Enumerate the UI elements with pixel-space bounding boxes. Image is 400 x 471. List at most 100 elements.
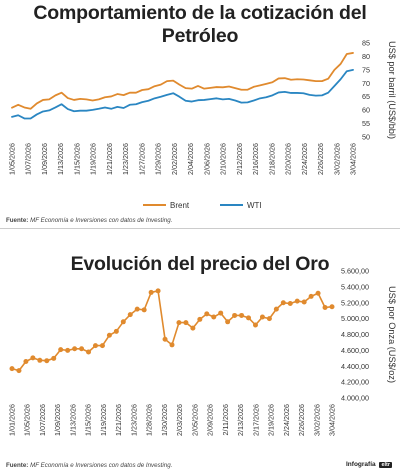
x-tick-label: 1/01/2026: [8, 404, 17, 436]
data-point: [176, 320, 182, 326]
data-point: [155, 288, 161, 294]
data-point: [23, 358, 29, 364]
data-point: [113, 328, 119, 334]
data-point: [322, 305, 328, 311]
oil-chart-title: Comportamiento de la cotización del Petr…: [33, 2, 367, 47]
x-tick-label: 2/24/2026: [282, 404, 291, 436]
data-point: [51, 355, 57, 361]
y-tick-label: 5.400,00: [341, 282, 369, 291]
data-point: [16, 368, 22, 374]
y-tick-label: 5.200,00: [341, 298, 369, 307]
x-tick-label: 2/24/2026: [300, 143, 309, 175]
data-point: [9, 366, 15, 372]
x-tick-label: 1/19/2026: [99, 404, 108, 436]
publisher-logo: eltr: [379, 462, 392, 468]
data-point: [301, 299, 307, 305]
x-tick-label: 2/02/2026: [170, 143, 179, 175]
x-tick-label: 3/04/2026: [328, 404, 337, 436]
y-tick-label: 55: [362, 119, 370, 128]
data-point: [58, 347, 64, 353]
x-tick-label: 1/07/2026: [38, 404, 47, 436]
x-tick-label: 1/29/2026: [154, 143, 163, 175]
y-tick-label: 4.200,00: [341, 378, 369, 387]
y-tick-label: 80: [362, 52, 370, 61]
x-tick-label: 3/04/2026: [349, 143, 358, 175]
x-tick-label: 2/11/2026: [221, 404, 230, 435]
oil-chart-svg: 50 55 60 65 70 75 80 85 US$ por barril (US$/bbl)…: [8, 39, 398, 211]
data-point: [225, 319, 231, 325]
x-tick-label: 2/16/2026: [251, 143, 260, 175]
credit-text: Infografía: [346, 461, 376, 468]
y-tick-label: 5.000,00: [341, 314, 369, 323]
data-point: [169, 342, 175, 348]
x-tick-label: 1/09/2026: [53, 404, 62, 436]
data-point: [266, 316, 272, 322]
x-tick-label: 1/21/2026: [114, 404, 123, 436]
section-divider: [0, 228, 400, 229]
data-point: [280, 300, 286, 306]
y-tick-label: 65: [362, 92, 370, 101]
x-tick-label: 3/02/2026: [332, 143, 341, 175]
data-point: [211, 314, 217, 320]
data-point: [134, 306, 140, 312]
data-point: [127, 312, 133, 318]
data-point: [246, 315, 252, 321]
data-point: [218, 310, 224, 316]
data-point: [37, 357, 43, 363]
gold-source-label: Fuente:: [6, 462, 29, 469]
data-point: [259, 314, 265, 320]
y-tick-label: 60: [362, 106, 370, 115]
oil-chart-source: Fuente: MF Economía e Inversiones con da…: [6, 217, 172, 224]
y-tick-label: 70: [362, 79, 370, 88]
y-tick-label: 4.400,00: [341, 362, 369, 371]
y-axis-label: US$ por barril (US$/bbl): [387, 41, 397, 139]
x-tick-label: 2/03/2026: [175, 404, 184, 436]
x-tick-label: 1/30/2026: [160, 404, 169, 436]
y-tick-label: 4.800,00: [341, 330, 369, 339]
gold-chart-title: Evolución del precio del Oro: [70, 253, 330, 275]
legend-label-wti: WTI: [247, 201, 262, 210]
oil-source-text: MF Economía e Inversiones con datos de I…: [30, 217, 173, 224]
data-point: [252, 322, 258, 328]
data-point: [120, 319, 126, 325]
y-tick-label: 85: [362, 39, 370, 48]
data-point: [141, 307, 147, 313]
x-tick-label: 2/09/2026: [206, 404, 215, 436]
x-tick-label: 1/15/2026: [84, 404, 93, 436]
y-tick-label: 50: [362, 133, 370, 142]
infografia-credit: Infografía eltr: [346, 461, 392, 468]
x-tick-label: 2/13/2026: [236, 404, 245, 436]
data-point: [148, 289, 154, 295]
data-point: [92, 343, 98, 349]
x-tick-label: 2/18/2026: [267, 143, 276, 175]
legend-label-brent: Brent: [170, 201, 190, 210]
data-point: [162, 336, 168, 342]
data-point: [72, 346, 78, 352]
x-tick-label: 2/19/2026: [267, 404, 276, 436]
x-tick-label: 1/23/2026: [129, 404, 138, 436]
data-point: [30, 355, 36, 361]
series-line-wti: [11, 68, 354, 120]
y-axis-label: US$ por Onza (US$/oz): [387, 286, 397, 383]
data-point: [99, 343, 105, 349]
x-tick-label: 1/05/2026: [23, 404, 32, 436]
x-tick-label: 2/04/2026: [186, 143, 195, 175]
data-point: [44, 358, 50, 364]
x-tick-label: 2/05/2026: [190, 404, 199, 436]
data-point: [204, 311, 210, 317]
data-point: [86, 349, 92, 355]
y-tick-label: 5.600,00: [341, 267, 369, 276]
data-point: [232, 312, 238, 318]
x-tick-label: 1/09/2026: [40, 143, 49, 175]
data-point: [308, 293, 314, 299]
x-tick-label: 2/17/2026: [251, 404, 260, 436]
y-tick-label: 75: [362, 65, 370, 74]
data-point: [315, 290, 321, 296]
x-tick-label: 2/10/2026: [219, 143, 228, 175]
data-point: [287, 301, 293, 307]
data-point: [329, 304, 335, 310]
y-tick-label: 4.000,00: [341, 394, 369, 403]
x-tick-label: 2/26/2026: [316, 143, 325, 175]
x-tick-label: 2/26/2026: [297, 404, 306, 436]
